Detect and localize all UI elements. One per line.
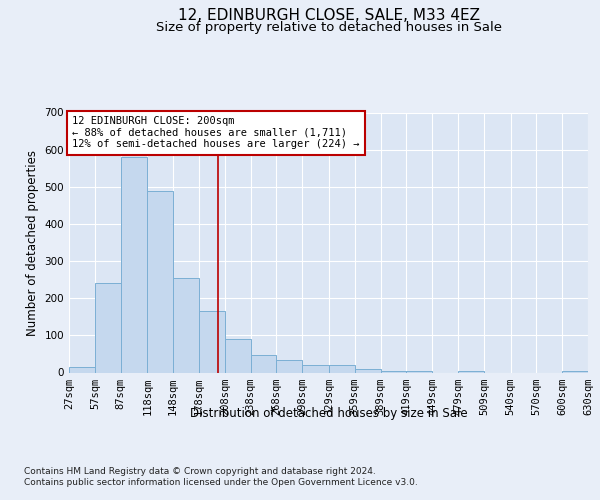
Bar bbox=[95, 284, 121, 372]
Bar bbox=[562, 370, 588, 372]
Bar bbox=[173, 278, 199, 372]
Text: 12, EDINBURGH CLOSE, SALE, M33 4EZ: 12, EDINBURGH CLOSE, SALE, M33 4EZ bbox=[178, 8, 480, 22]
Bar bbox=[277, 360, 302, 372]
Bar bbox=[458, 370, 484, 372]
Bar bbox=[355, 369, 380, 372]
Bar bbox=[302, 365, 329, 372]
Bar bbox=[199, 311, 225, 372]
Bar bbox=[406, 370, 432, 372]
Text: 12 EDINBURGH CLOSE: 200sqm
← 88% of detached houses are smaller (1,711)
12% of s: 12 EDINBURGH CLOSE: 200sqm ← 88% of deta… bbox=[73, 116, 360, 150]
Text: Distribution of detached houses by size in Sale: Distribution of detached houses by size … bbox=[190, 408, 467, 420]
Bar bbox=[329, 365, 355, 372]
Text: Contains HM Land Registry data © Crown copyright and database right 2024.
Contai: Contains HM Land Registry data © Crown c… bbox=[24, 468, 418, 487]
Text: Size of property relative to detached houses in Sale: Size of property relative to detached ho… bbox=[156, 21, 502, 34]
Bar bbox=[225, 339, 251, 372]
Y-axis label: Number of detached properties: Number of detached properties bbox=[26, 150, 39, 336]
Bar bbox=[148, 190, 173, 372]
Bar bbox=[121, 157, 148, 372]
Bar bbox=[380, 370, 406, 372]
Bar bbox=[251, 355, 277, 372]
Bar bbox=[69, 367, 95, 372]
